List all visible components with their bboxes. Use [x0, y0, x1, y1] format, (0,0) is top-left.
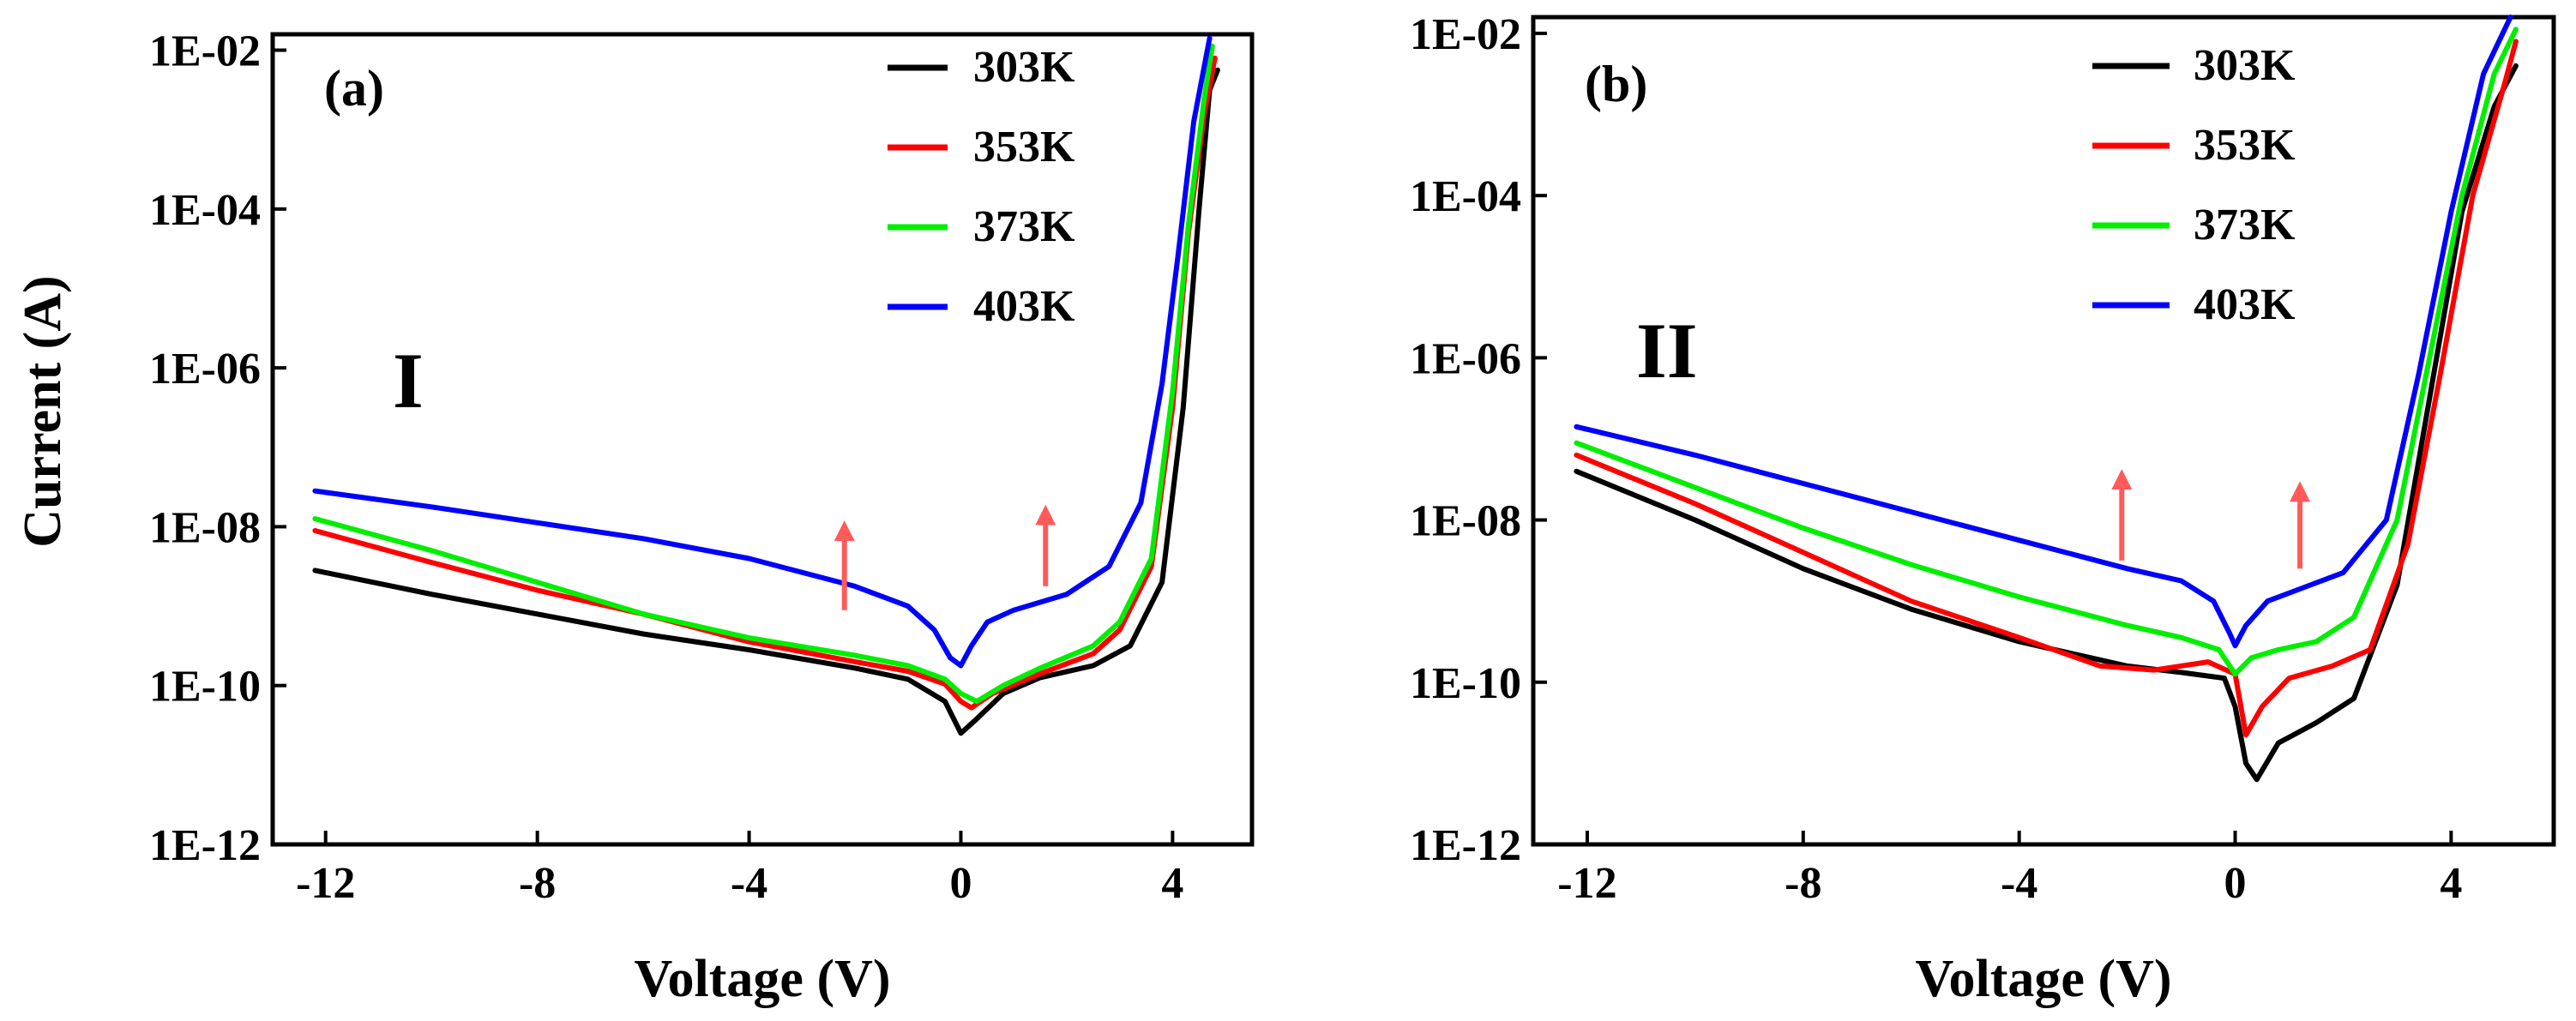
panel-b-legend-label-403K: 403K [2194, 280, 2296, 329]
panel-b-x-tick-label: 4 [2440, 859, 2462, 908]
panel-b-legend-label-373K: 373K [2194, 201, 2296, 249]
panel-b-series-403K [1574, 15, 2513, 649]
panel-a-x-tick-label: -8 [519, 859, 556, 908]
panel-a-legend-label-353K: 353K [973, 123, 1075, 171]
panel-a-legend-label-403K: 403K [973, 282, 1075, 331]
panel-a-label: (a) [324, 60, 384, 117]
panel-a-y-tick-label: 1E-08 [149, 503, 261, 552]
panel-b-y-tick-label: 1E-04 [1410, 172, 1521, 221]
panel-a-y-tick-label: 1E-04 [149, 186, 261, 235]
panel-a-series [312, 35, 1220, 736]
panel-a-x-axis-title: Voltage (V) [634, 950, 890, 1008]
panel-b-ticks: -12 -8 -4 0 4 1E-02 1E-04 1E-06 1E-08 1E-10 1E-12 [1410, 10, 2462, 908]
panel-a-frame [270, 32, 1255, 847]
panel-b-series-353K [1574, 39, 2519, 738]
panel-b: -12 -8 -4 0 41E-021E-041E-061E-081E-101E-12 … [1410, 10, 2556, 1008]
y-axis-title: Current (A) [14, 275, 72, 547]
panel-a: -12 -8 -4 0 41E-021E-041E-061E-081E-101E-12 … [149, 27, 1255, 1008]
panel-a-legend-label-373K: 373K [973, 202, 1075, 251]
panel-b-x-tick-label: -8 [1785, 859, 1821, 908]
panel-a-series-303K [312, 67, 1220, 736]
panel-a-series-403K [312, 35, 1213, 669]
panel-b-legend-label-353K: 353K [2194, 121, 2296, 170]
panel-a-y-tick-label: 1E-06 [149, 345, 261, 393]
panel-b-x-tick-label: 0 [2224, 859, 2247, 908]
panel-b-label: (b) [1585, 56, 1647, 112]
panel-b-series [1574, 15, 2519, 783]
panel-b-y-tick-label: 1E-08 [1410, 497, 1521, 546]
panel-a-series-353K [312, 55, 1218, 711]
panel-a-arrows [834, 504, 1056, 610]
panel-b-frame [1531, 15, 2556, 847]
panel-b-y-tick-label: 1E-10 [1410, 659, 1521, 708]
panel-b-x-tick-label: -12 [1557, 859, 1616, 908]
panel-a-roman-label: I [393, 337, 424, 424]
panel-b-roman-label: II [1636, 307, 1698, 394]
panel-b-y-tick-label: 1E-12 [1410, 821, 1521, 870]
panel-b-series-303K [1574, 63, 2519, 783]
panel-a-x-tick-label: -4 [731, 859, 767, 908]
panel-b-legend: 303K 353K 373K 403K [2092, 41, 2296, 329]
panel-a-y-tick-label: 1E-12 [149, 821, 261, 870]
panel-b-y-tick-label: 1E-06 [1410, 334, 1521, 383]
panel-a-y-tick-label: 1E-10 [149, 663, 261, 712]
panel-a-ticks: -12 -8 -4 0 4 1E-02 1E-04 1E-06 1E-08 1E-10 1E-12 [149, 27, 1183, 908]
panel-a-x-tick-label: 0 [949, 859, 972, 908]
panel-a-legend-label-303K: 303K [973, 43, 1075, 92]
panel-a-series-373K [312, 43, 1215, 705]
panel-a-x-tick-label: 4 [1161, 859, 1183, 908]
panel-b-arrows [2111, 469, 2311, 569]
panel-b-x-axis-title: Voltage (V) [1915, 950, 2171, 1008]
panel-a-legend: 303K 353K 373K 403K [888, 43, 1075, 331]
panel-b-y-tick-label: 1E-02 [1410, 10, 1521, 59]
panel-a-y-tick-label: 1E-02 [149, 27, 261, 76]
panel-b-x-tick-label: -4 [2001, 859, 2037, 908]
panel-b-legend-label-303K: 303K [2194, 41, 2296, 90]
panel-b-series-373K [1574, 27, 2519, 677]
panel-a-x-tick-label: -12 [296, 859, 355, 908]
